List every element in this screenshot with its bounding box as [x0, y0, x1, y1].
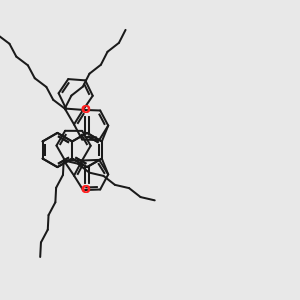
Text: O: O [81, 185, 90, 195]
Text: O: O [81, 105, 90, 115]
Text: O: O [81, 185, 90, 195]
Text: O: O [81, 105, 90, 115]
